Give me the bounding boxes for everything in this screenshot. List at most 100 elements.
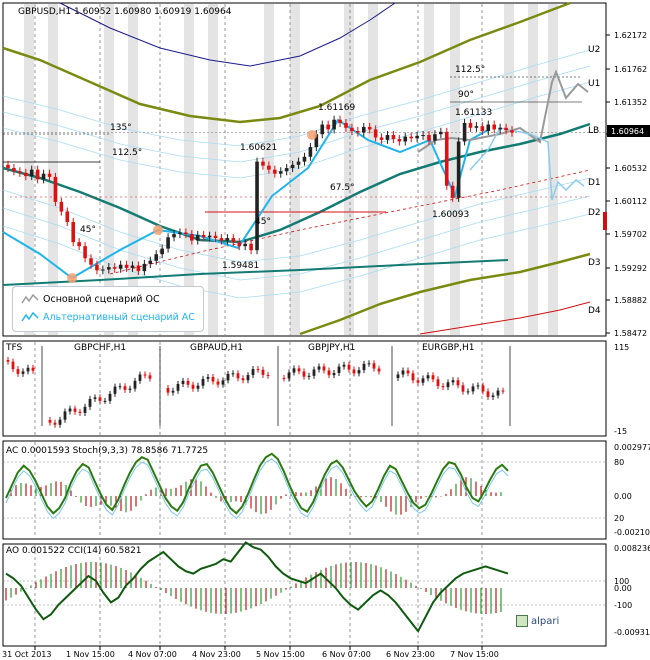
candle-body [207,235,212,238]
candle-body [231,238,236,243]
level-label-u1: U1 [588,79,600,89]
pivot-marker [307,130,317,140]
tfs-candle-body [176,383,180,391]
chart-title: GBPUSD,H1 1.60952 1.60980 1.60919 1.6096… [18,7,232,17]
tfs-candle-body [302,371,306,377]
candle-body [107,267,111,270]
tfs-candle-body [416,380,420,383]
tfs-candle-body [332,373,336,376]
alpari-logo: alpari [516,615,559,627]
pivot-marker [153,225,163,235]
tfs-candle-body [352,369,356,374]
candle-body [172,234,176,238]
candle-body [504,127,508,131]
tfs-candle-body [456,380,460,386]
candle-body [433,134,437,141]
legend-row-alt: Альтернативный сценарий АС [21,311,195,324]
tfs-candle-body [347,364,351,370]
candle-body [308,147,313,157]
tfs-candle-body [367,363,371,365]
tfs-candle-body [451,380,455,383]
tfs-candle-body [26,367,30,372]
stoch-main-line [5,452,509,515]
alpari-icon [516,615,528,627]
tfs-candle-body [282,378,286,379]
alt-scenario-path [469,127,585,201]
tfs-candle-body [201,378,205,386]
tfs-candle-body [297,368,301,372]
candle-body [261,161,265,166]
tfs-candle-body [446,382,450,388]
session-band [48,4,58,335]
tfs-candle-body [68,408,72,412]
lower-band-light [2,177,591,263]
candle-body [225,238,230,241]
session-band [24,4,34,335]
candle-body [332,119,336,130]
main-scenario-icon [21,293,39,304]
ao-axis-label: 0.00 [614,584,632,593]
tfs-candle-body [342,364,346,367]
candle-body [65,211,70,223]
session-band [184,4,194,335]
candle-body [450,185,455,198]
candle-body [112,267,117,269]
candle-body [290,164,295,169]
candle-body [326,124,330,130]
candle-body [29,169,34,177]
tfs-candle-body [48,420,52,423]
candle-body [296,161,301,165]
chart-annotation: 1.59481 [222,261,259,271]
tfs-candle-body [98,397,102,401]
candle-body [59,201,64,212]
tfs-candle-body [63,411,67,420]
tfs-candle-body [133,380,137,389]
candle-body [18,171,22,173]
candle-body [160,248,164,255]
support-line-teal [2,259,509,286]
tfs-axis-top: 115 [614,343,629,352]
time-tick-label: 4 Nov 07:00 [128,650,177,659]
ao-axis-label: -0.009316 [614,628,650,637]
candle-body [213,235,218,239]
legend-row-main: Основной сценарий ОС [21,293,160,306]
tfs-candle-body [108,393,112,401]
ao-axis-label: 100 [614,577,629,586]
panel-frame-2 [2,340,607,437]
candle-body [136,265,141,272]
time-tick-label: 1 Nov 15:00 [66,650,115,659]
tfs-candle-body [103,400,107,402]
tfs-candle-body [231,373,235,375]
tfs-candle-body [486,391,490,397]
candle-body [89,258,93,265]
candle-body [6,164,10,169]
tfs-candle-body [246,375,250,381]
chart-annotation: 1.61169 [318,103,355,113]
price-tick-label: 1.61352 [614,98,647,107]
candle-body [474,126,479,128]
candle-body [356,131,360,133]
candle-body [439,131,443,135]
chart-annotation: 112.5° [112,148,142,158]
tfs-candle-body [21,371,25,374]
candle-body [427,135,431,141]
tfs-candle-body [6,360,10,362]
trend-line-red [109,169,591,275]
candle-body [101,269,105,271]
chart-annotation: 1.60621 [240,143,277,153]
candle-body [47,173,52,177]
alpari-label: alpari [531,615,560,627]
lower-band-light [2,195,591,281]
candle-body [118,264,123,269]
tfs-candle-body [88,398,92,407]
price-tick-label: 1.58882 [614,296,647,305]
candle-body [243,243,247,247]
time-tick-label: 31 Oct 2013 [2,650,51,659]
panel-frame-3 [2,440,607,540]
tfs-candle-body [496,390,500,396]
upper-band-light [2,65,591,163]
upper-band-light [2,49,591,147]
tfs-candle-body [431,375,435,380]
tfs-candle-body [138,374,142,381]
